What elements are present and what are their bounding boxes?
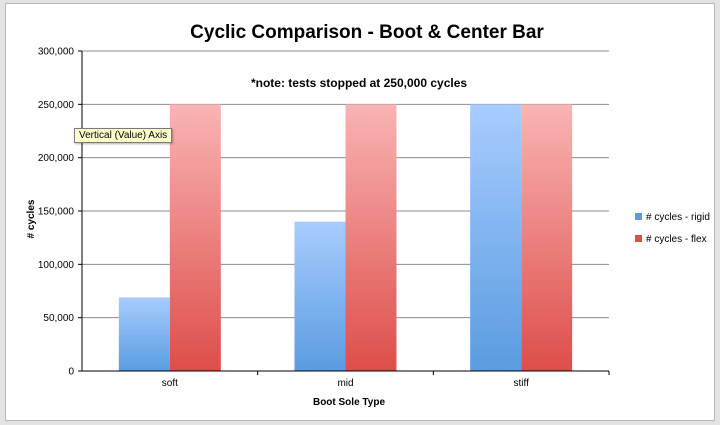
y-tick-label: 100,000: [38, 260, 75, 271]
axis-tooltip: Vertical (Value) Axis: [74, 128, 173, 143]
bar-flex-stiff[interactable]: [521, 104, 573, 371]
x-tick-label: mid: [337, 378, 353, 389]
bar-rigid-mid[interactable]: [294, 221, 346, 371]
y-tick-label: 300,000: [38, 47, 75, 58]
legend-item-flex-label: # cycles - flex: [646, 234, 707, 245]
y-tick-label: 200,000: [38, 153, 75, 164]
bar-rigid-soft[interactable]: [118, 297, 170, 371]
y-tick-label: 50,000: [43, 313, 74, 324]
legend-item-flex-swatch: [635, 235, 642, 242]
chart-note: *note: tests stopped at 250,000 cycles: [251, 76, 467, 90]
bar-layer: [118, 104, 573, 371]
x-axis-title: Boot Sole Type: [313, 397, 385, 408]
y-tick-label: 0: [68, 367, 74, 378]
y-tick-label: 150,000: [38, 207, 75, 218]
bar-flex-soft[interactable]: [169, 104, 221, 371]
chart-svg: Cyclic Comparison - Boot & Center Bar 0 5…: [26, 22, 710, 408]
y-axis-title: # cycles: [26, 199, 37, 238]
bar-rigid-stiff[interactable]: [470, 104, 522, 371]
legend-item-rigid-label: # cycles - rigid: [646, 212, 710, 223]
legend-item-rigid-swatch: [635, 213, 642, 220]
y-tick-label: 250,000: [38, 100, 75, 111]
y-axis-tick-labels[interactable]: 0 50,000 100,000 150,000 200,000 250,000 300,0…: [38, 47, 75, 378]
x-axis-tick-labels: soft mid stiff: [162, 371, 610, 389]
x-tick-label: soft: [162, 378, 178, 389]
chart-title: Cyclic Comparison - Boot & Center Bar: [190, 22, 544, 43]
chart-area[interactable]: Cyclic Comparison - Boot & Center Bar 0 5…: [5, 3, 715, 421]
bar-flex-mid[interactable]: [345, 104, 397, 371]
x-tick-label: stiff: [513, 378, 529, 389]
legend[interactable]: # cycles - rigid # cycles - flex: [635, 212, 710, 245]
